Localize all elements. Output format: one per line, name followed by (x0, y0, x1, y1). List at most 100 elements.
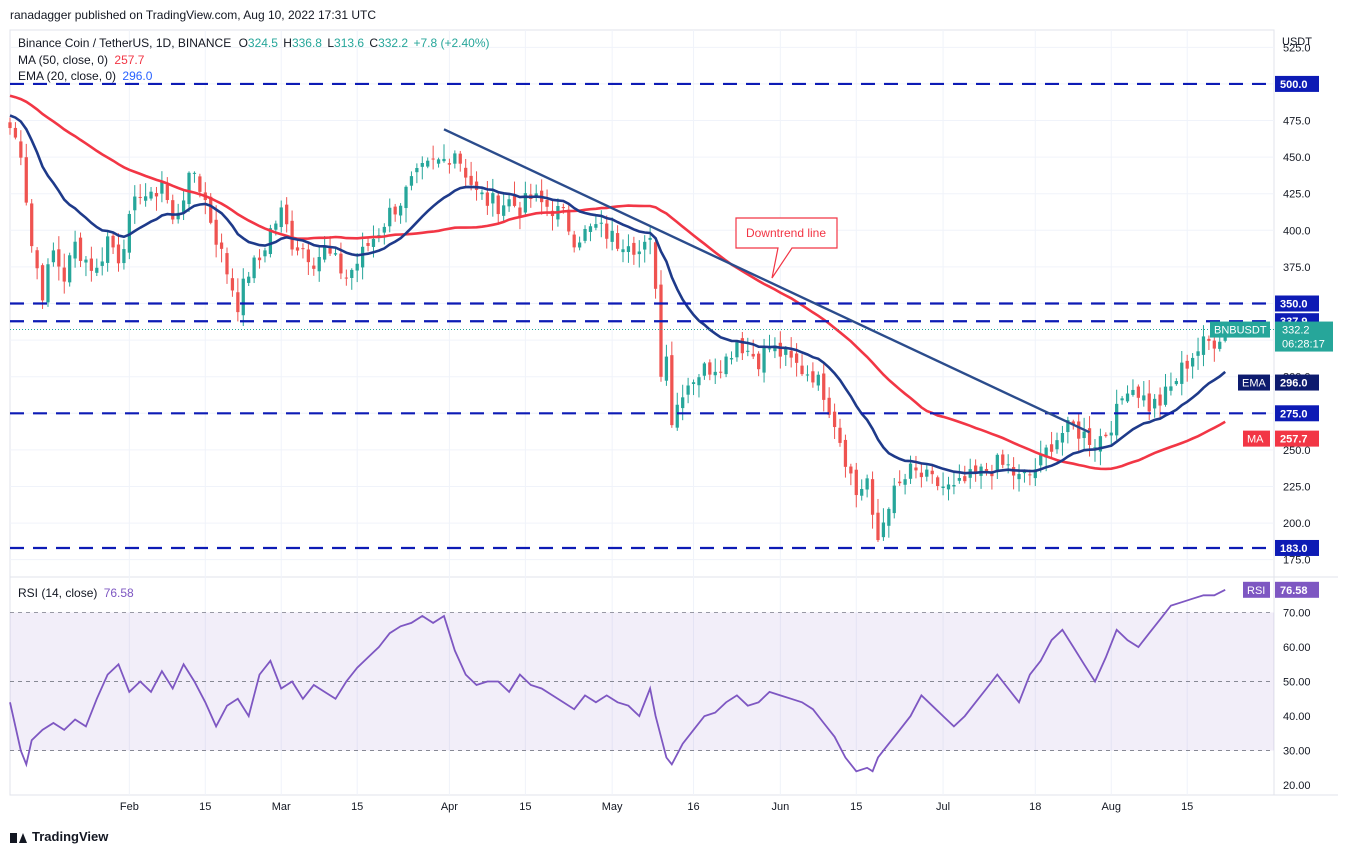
candle (133, 185, 137, 224)
candle (827, 387, 831, 419)
candle (523, 181, 527, 217)
candle (230, 268, 235, 297)
candle-body (355, 263, 359, 271)
candle (404, 185, 408, 223)
candle-body (805, 374, 810, 376)
price-axis-tick-label: 400.0 (1283, 225, 1311, 237)
ohlc-close: 332.2 (378, 36, 409, 50)
candle-body (534, 193, 538, 197)
candle-body (458, 153, 462, 164)
candle (729, 351, 734, 365)
candle (1190, 353, 1195, 379)
price-axis-tick-label: 475.0 (1283, 116, 1311, 128)
candle-body (160, 180, 164, 194)
candle-body (436, 159, 441, 164)
candle (843, 434, 848, 478)
candle-body (431, 158, 435, 160)
candle-body (946, 484, 951, 490)
candle (285, 197, 289, 233)
candle-body (138, 196, 142, 198)
candle-body (442, 158, 446, 162)
candle-body (681, 397, 685, 409)
candle (149, 187, 153, 201)
candle (567, 205, 571, 236)
time-axis-tick-label: Feb (120, 801, 139, 813)
horizontal-level-badge: 350.0 (1275, 295, 1319, 312)
tradingview-logo[interactable]: TradingView (10, 829, 108, 844)
candle-body (702, 363, 707, 376)
candle-body (990, 473, 994, 477)
candle (724, 353, 728, 378)
time-axis-tick-label: 15 (351, 801, 363, 813)
candle-body (1049, 444, 1054, 452)
candle-body (919, 472, 924, 478)
candle-body (263, 250, 267, 257)
candle (360, 232, 365, 280)
candle (925, 465, 929, 482)
candle-body (62, 267, 66, 282)
candle-body (241, 278, 245, 316)
ema-legend[interactable]: EMA (20, close, 0) 296.0 (18, 69, 152, 83)
time-axis-tick-label: 18 (1029, 801, 1041, 813)
candle (626, 234, 631, 263)
downtrend-line (443, 128, 1091, 434)
candle (225, 247, 229, 284)
candle-body (691, 382, 696, 384)
rsi-badge-value-bg (1275, 581, 1319, 598)
candle (583, 225, 587, 244)
candle-body (892, 485, 896, 514)
candle (919, 464, 924, 488)
candle (794, 343, 799, 377)
candle-body (51, 250, 56, 263)
candle (881, 508, 886, 541)
candle-body (1125, 393, 1130, 402)
candle-body (491, 193, 495, 204)
candle-body (274, 223, 278, 230)
candle-body (192, 172, 197, 174)
time-axis-tick-label: 16 (687, 801, 699, 813)
candle (1207, 335, 1211, 351)
candle-body (963, 476, 967, 482)
candle-body (469, 175, 473, 185)
ohlc-change: +7.8 (+2.40%) (413, 36, 490, 50)
candle-body (252, 257, 256, 279)
candle-body (729, 358, 734, 360)
candle (914, 455, 918, 479)
candle-body (13, 127, 18, 138)
candle (664, 344, 669, 386)
horizontal-level-badge-bg (1275, 539, 1319, 556)
candle-body (198, 176, 202, 192)
candle-body (881, 522, 886, 538)
candle (84, 256, 88, 277)
price-axis-tick-label: 175.0 (1283, 555, 1311, 567)
candle (746, 337, 750, 357)
rsi-line (9, 588, 1226, 773)
candle-body (762, 348, 766, 373)
candle (171, 194, 175, 225)
candle-body (794, 353, 799, 363)
candle-body (751, 353, 755, 357)
candle (974, 459, 978, 482)
ohlc-low-label: L (327, 36, 335, 50)
candle-body (404, 186, 408, 209)
candle-body (545, 199, 549, 207)
candle (73, 230, 77, 268)
horizontal-level-badge-bg (1275, 295, 1319, 312)
candle (192, 171, 197, 183)
candle-body (626, 246, 631, 252)
ma-50-line (9, 94, 1226, 471)
ohlc-close-label: C (369, 36, 379, 50)
ma-legend[interactable]: MA (50, close, 0) 257.7 (18, 53, 144, 67)
candle-body (941, 486, 945, 489)
candle-body (1087, 428, 1092, 445)
candle-body (659, 284, 663, 377)
time-axis-tick-label: Apr (441, 801, 458, 813)
price-axis-tick-label: 375.0 (1283, 262, 1311, 274)
badge-name-bg (1210, 321, 1270, 338)
rsi-legend[interactable]: RSI (14, close) 76.58 (18, 586, 134, 600)
candle-body (1109, 432, 1113, 436)
candle-body (447, 163, 452, 165)
candle (1185, 354, 1189, 382)
candle-body (149, 191, 153, 199)
